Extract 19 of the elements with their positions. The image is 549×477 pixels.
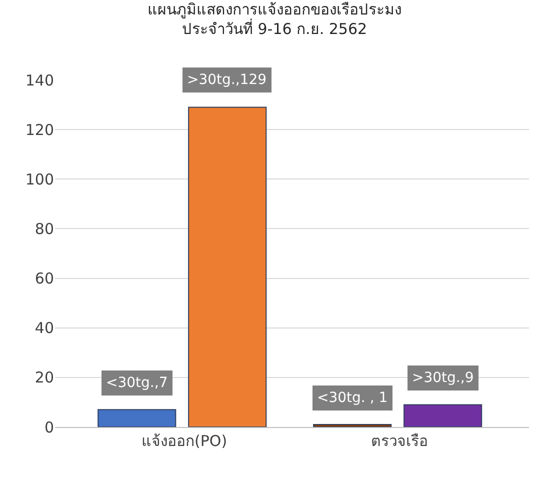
data-label: >30tg.,129 — [187, 72, 267, 88]
x-tick-label: แจ้งออก(PO) — [141, 432, 228, 450]
y-tick-label: 100 — [25, 170, 54, 188]
bar — [188, 106, 267, 427]
y-tick-label: 120 — [25, 120, 54, 139]
y-tick-label: 140 — [25, 71, 54, 90]
x-tick-label: ตรวจเรือ — [371, 432, 428, 450]
y-tick-label: 20 — [34, 368, 54, 387]
data-label: <30tg. , 1 — [317, 390, 388, 406]
bar — [404, 404, 482, 427]
bar — [98, 409, 176, 427]
data-label: >30tg.,9 — [412, 370, 474, 386]
bar — [313, 424, 392, 427]
chart-title: แผนภูมิแสดงการแจ้งออกของเรือประมง ประจำวันที่ 9-16 ก.ย. 2562 — [148, 0, 402, 38]
y-tick-label: 60 — [34, 270, 54, 288]
y-tick-label: 40 — [34, 319, 54, 338]
y-tick-label: 0 — [44, 418, 54, 436]
y-tick-label: 80 — [34, 220, 54, 238]
data-label: <30tg.,7 — [106, 375, 168, 391]
